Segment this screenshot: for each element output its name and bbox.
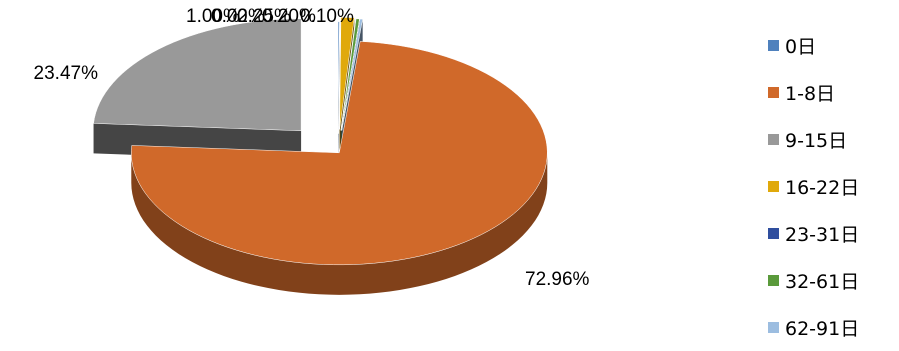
legend-swatch-5 xyxy=(768,275,779,286)
pie-slice-1 xyxy=(131,41,548,266)
legend-swatch-1 xyxy=(768,87,779,98)
legend-item-3: 16-22日 xyxy=(768,163,859,210)
pie-slice-6 xyxy=(341,18,363,131)
data-label-0: 0.10% xyxy=(300,6,354,27)
legend-label-4: 23-31日 xyxy=(785,224,860,246)
legend-swatch-6 xyxy=(768,322,779,333)
pie-slice-0 xyxy=(337,21,340,134)
legend-item-6: 62-91日 xyxy=(768,304,859,351)
legend-item-2: 9-15日 xyxy=(768,116,859,163)
data-label-2: 23.47% xyxy=(34,63,99,84)
pie-slice-2 xyxy=(93,18,302,132)
data-label-3: 1.00% xyxy=(186,6,240,27)
legend-item-0: 0日 xyxy=(768,22,859,69)
legend-label-2: 9-15日 xyxy=(785,130,848,152)
pie-slice-3 xyxy=(339,17,355,130)
legend-label-0: 0日 xyxy=(785,36,817,58)
legend-label-1: 1-8日 xyxy=(785,83,836,105)
pie-slice-5 xyxy=(340,18,360,131)
pie-slice-4 xyxy=(340,18,357,131)
legend-swatch-0 xyxy=(768,40,779,51)
legend-label-6: 62-91日 xyxy=(785,318,860,340)
legend-swatch-3 xyxy=(768,181,779,192)
legend-item-5: 32-61日 xyxy=(768,257,859,304)
legend-item-1: 1-8日 xyxy=(768,69,859,116)
data-label-5: 0.25% xyxy=(237,6,291,27)
data-label-6: 0.20% xyxy=(262,6,316,27)
data-label-1: 72.96% xyxy=(525,269,590,290)
legend: 0日 1-8日 9-15日 16-22日 23-31日 32-61日 62-91… xyxy=(768,22,859,351)
legend-label-5: 32-61日 xyxy=(785,271,860,293)
data-label-4: 0.02% xyxy=(211,6,265,27)
legend-item-4: 23-31日 xyxy=(768,210,859,257)
pie-chart: 0.10% 72.96% 23.47% 1.00%0.02%0.25%0.20% xyxy=(34,6,590,295)
legend-swatch-4 xyxy=(768,228,779,239)
legend-label-3: 16-22日 xyxy=(785,177,860,199)
legend-swatch-2 xyxy=(768,134,779,145)
